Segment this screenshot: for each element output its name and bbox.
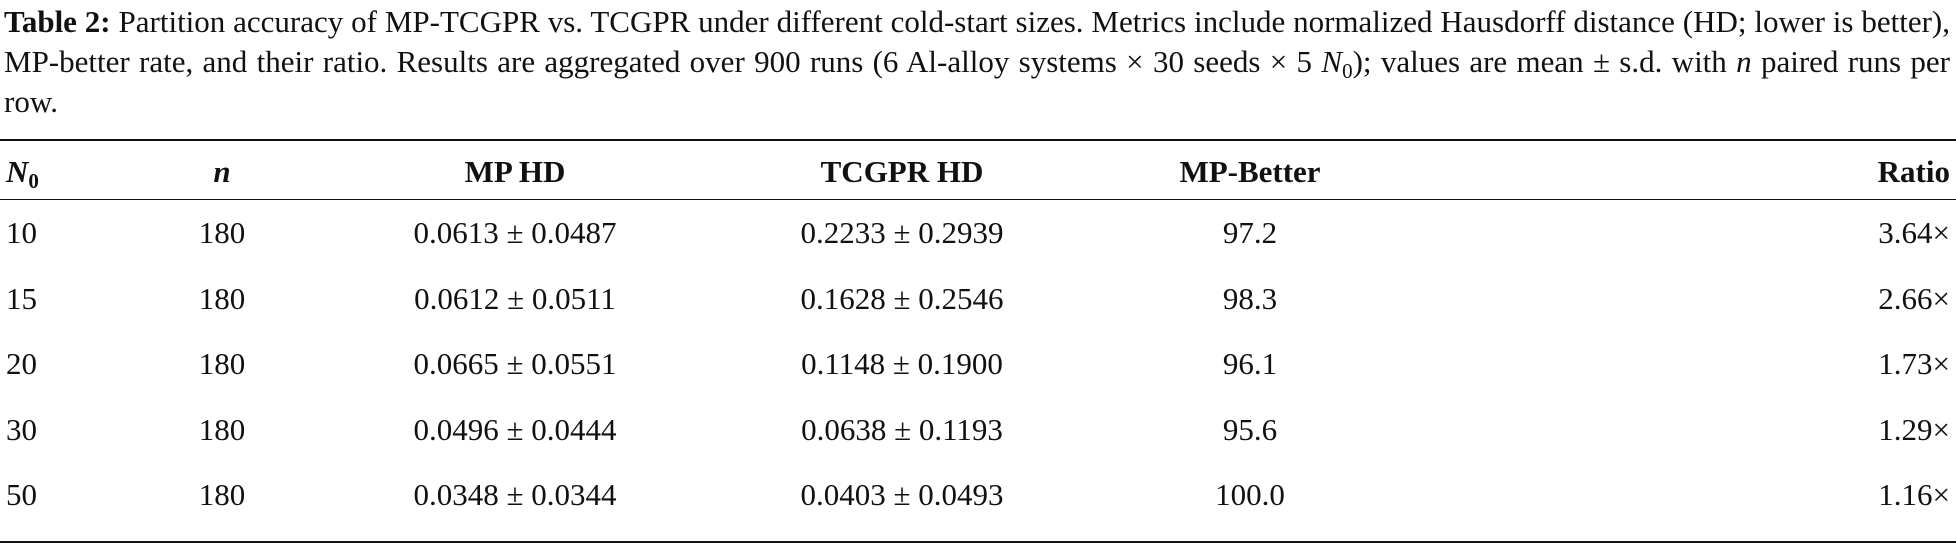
caption-text: Partition accuracy of MP-TCGPR vs. TCGPR… — [4, 4, 1950, 79]
table-cell: 15 — [6, 280, 37, 316]
mid-rule — [0, 199, 1956, 200]
caption-var: N — [1321, 44, 1343, 79]
caption-label: Table 2: — [4, 4, 111, 39]
table-cell: 30 — [6, 411, 37, 447]
table-cell: 0.0638 ± 0.1193 — [801, 411, 1003, 447]
table-cell: 0.0403 ± 0.0493 — [800, 477, 1004, 512]
table-cell: 0.0348 ± 0.0344 — [413, 477, 617, 512]
table-cell: 0.1628 ± 0.2546 — [800, 280, 1004, 316]
table-cell: 2.66× — [1878, 280, 1950, 316]
header-cell: Ratio — [1877, 154, 1950, 189]
table-cell: 100.0 — [1215, 477, 1285, 512]
caption-text: paired runs per row. — [4, 44, 1951, 119]
table-cell: 1.73× — [1878, 346, 1950, 381]
table-cell: 1.16× — [1878, 477, 1950, 512]
table-cell: 96.1 — [1222, 346, 1278, 381]
header-cell: n — [213, 154, 231, 189]
caption-sub: 0 — [1342, 59, 1353, 83]
table-cell: 1.29× — [1878, 411, 1950, 447]
table-cell: 0.2233 ± 0.2939 — [800, 215, 1004, 250]
header-cell: MP-Better — [1179, 154, 1321, 189]
table-cell: 98.3 — [1222, 280, 1278, 316]
table-cell: 180 — [198, 215, 246, 250]
header-cell: MP HD — [464, 154, 566, 189]
table-cell: 0.0612 ± 0.0511 — [414, 280, 616, 316]
caption: Table 2: Partition accuracy of MP-TCGPR … — [4, 2, 1950, 122]
header-sub: 0 — [28, 169, 39, 193]
table-cell: 20 — [6, 346, 37, 381]
caption-var: n — [1736, 44, 1752, 79]
top-rule — [0, 139, 1956, 141]
caption-text: ); values are mean ± s.d. with — [1352, 44, 1737, 79]
table-cell: 0.0665 ± 0.0551 — [413, 346, 617, 381]
table-cell: 3.64× — [1878, 215, 1950, 250]
table-cell: 50 — [6, 477, 37, 512]
header-var: N — [6, 154, 29, 189]
table-cell: 180 — [198, 477, 246, 512]
table-cell: 10 — [6, 215, 37, 250]
table-cell: 0.0496 ± 0.0444 — [413, 411, 617, 447]
bottom-rule — [0, 541, 1956, 543]
table-cell: 0.1148 ± 0.1900 — [801, 346, 1003, 381]
table-cell: 97.2 — [1222, 215, 1278, 250]
table-cell: 95.6 — [1222, 411, 1278, 447]
table-cell: 180 — [198, 280, 246, 316]
table-cell: 180 — [198, 411, 246, 447]
header-cell: N0 — [6, 152, 39, 192]
table-cell: 180 — [198, 346, 246, 381]
header-cell: TCGPR HD — [820, 154, 984, 189]
table-cell: 0.0613 ± 0.0487 — [413, 215, 617, 250]
